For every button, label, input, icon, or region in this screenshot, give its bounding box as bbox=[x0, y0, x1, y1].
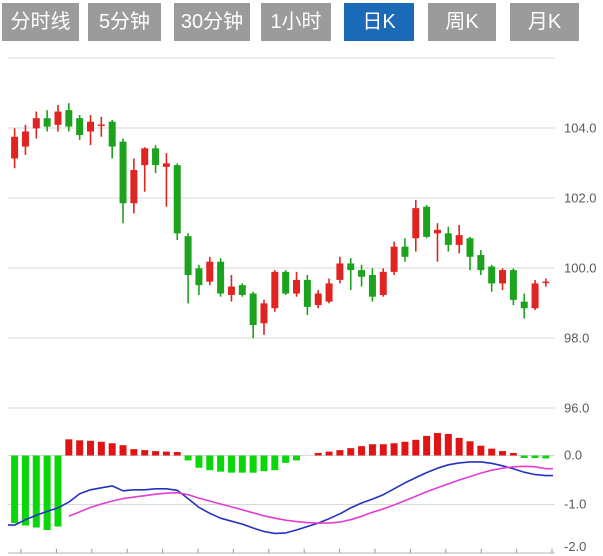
svg-text:100.0: 100.0 bbox=[564, 261, 597, 276]
tab-monthly-k[interactable]: 月K bbox=[510, 3, 579, 41]
dea-line bbox=[68, 465, 553, 524]
svg-text:96.0: 96.0 bbox=[564, 401, 589, 416]
svg-text:104.0: 104.0 bbox=[564, 121, 597, 136]
tab-30min[interactable]: 30分钟 bbox=[174, 3, 250, 41]
macd-histogram bbox=[11, 432, 550, 530]
candle-layer bbox=[11, 103, 550, 339]
interval-tabbar: 分时线 5分钟 30分钟 1小时 日K 周K 月K bbox=[0, 0, 603, 44]
tab-daily-k[interactable]: 日K bbox=[344, 3, 414, 41]
svg-text:102.0: 102.0 bbox=[564, 191, 597, 206]
tab-5min[interactable]: 5分钟 bbox=[88, 3, 161, 41]
dif-line bbox=[8, 461, 553, 535]
svg-text:-2.0: -2.0 bbox=[564, 539, 586, 554]
axis-labels: 104.0 102.0 100.0 98.0 96.0 0.0 -1.0 -2.0 bbox=[564, 121, 597, 555]
x-axis bbox=[8, 548, 555, 554]
svg-text:98.0: 98.0 bbox=[564, 331, 589, 346]
tab-timeline[interactable]: 分时线 bbox=[2, 3, 79, 41]
svg-text:0.0: 0.0 bbox=[564, 448, 582, 463]
svg-text:-1.0: -1.0 bbox=[564, 497, 586, 512]
tab-weekly-k[interactable]: 周K bbox=[428, 3, 496, 41]
tab-1hour[interactable]: 1小时 bbox=[261, 3, 331, 41]
